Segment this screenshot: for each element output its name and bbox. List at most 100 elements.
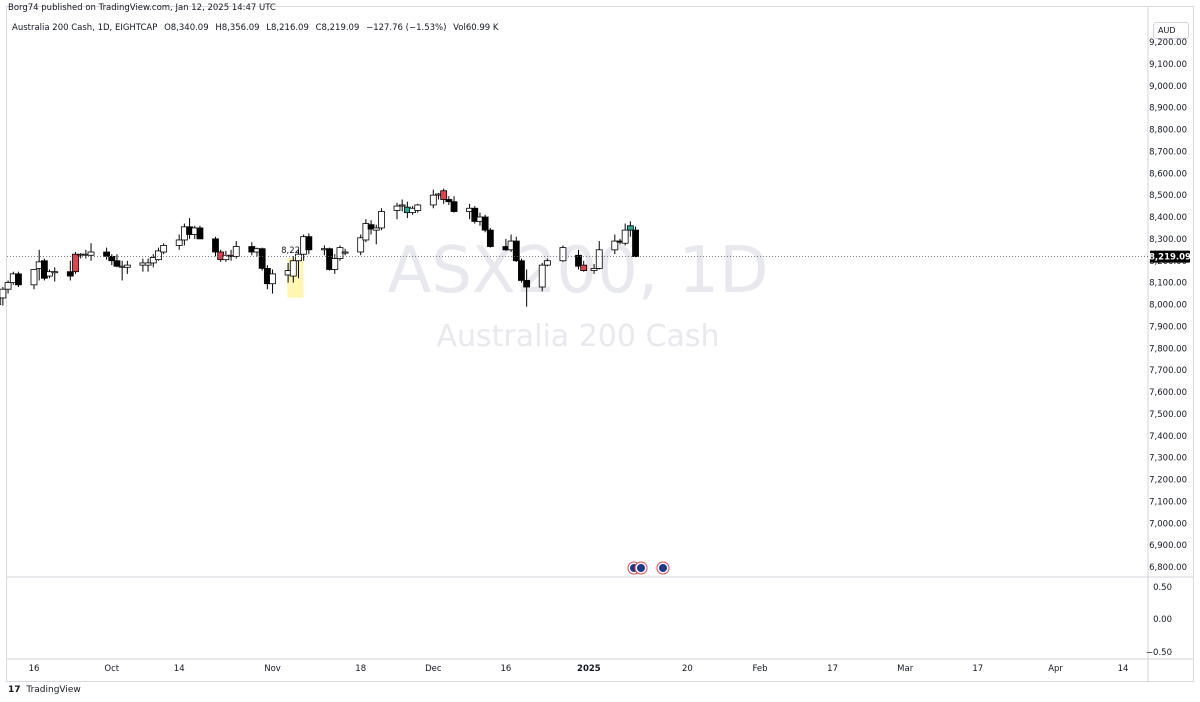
candle-body — [40, 260, 48, 279]
date-tick-label: 2025 — [577, 664, 601, 674]
candle-body — [518, 260, 525, 281]
candle-body — [626, 225, 634, 231]
candle-body — [429, 194, 437, 206]
candle — [66, 260, 74, 281]
symbol-legend: Australia 200 Cash, 1D, EIGHTCAP O8,340.… — [12, 23, 502, 33]
legend-volume: Vol60.99 K — [453, 23, 499, 33]
indicator-tick-label: −0.50 — [1146, 648, 1172, 658]
candle-body — [575, 254, 582, 267]
date-tick-label: Dec — [425, 664, 442, 674]
candle — [113, 254, 121, 268]
candle-body — [523, 280, 531, 288]
pane-lines — [7, 7, 1193, 682]
candle-body — [196, 227, 204, 240]
candle — [362, 219, 370, 243]
candle-body — [222, 254, 230, 261]
tradingview-footer[interactable]: 17 TradingView — [8, 685, 81, 695]
candle-body — [269, 273, 276, 285]
candle-body — [149, 257, 157, 264]
candle-body — [0, 288, 7, 299]
legend-close: C8,219.09 — [315, 23, 360, 33]
annotation-label: 8,221 — [281, 246, 305, 256]
candle-body — [15, 273, 22, 286]
candle-body — [378, 211, 385, 229]
candle — [523, 269, 531, 307]
candle — [626, 221, 634, 237]
economic-events[interactable] — [627, 561, 670, 575]
candle — [160, 243, 168, 255]
candle — [445, 196, 453, 205]
candle-body — [486, 229, 494, 247]
event-flag-dot — [659, 564, 667, 572]
legend-low: L8,216.09 — [266, 23, 309, 33]
candle — [269, 269, 276, 294]
price-tick-label: 8,300.00 — [1149, 235, 1187, 245]
candle-body — [72, 253, 79, 273]
candle — [212, 236, 219, 257]
last-price-line: 8,219.09 — [7, 250, 1191, 263]
candle — [367, 220, 375, 235]
time-axis[interactable]: 16 Oct 14 Nov 18 Dec 16 2025 20 Feb 17 Mar 17 Apr 14 — [29, 664, 1129, 674]
indicator-tick-label: 0.00 — [1153, 615, 1172, 625]
candle — [149, 254, 157, 268]
watermark-ticker: ASX200, 1D — [387, 234, 768, 308]
legend-open: O8,340.09 — [164, 23, 209, 33]
candle-body — [46, 271, 53, 277]
candle-body — [341, 251, 349, 254]
price-tick-label: 7,300.00 — [1149, 454, 1187, 464]
candle-body — [66, 271, 74, 277]
candle — [393, 202, 401, 220]
candle — [471, 206, 479, 224]
candle — [232, 241, 240, 259]
candle — [87, 243, 95, 261]
date-tick-label: 18 — [355, 664, 366, 674]
price-axis[interactable]: 9,200.00 9,100.00 9,000.00 8,900.00 8,800.00… — [1149, 38, 1187, 573]
candle-body — [393, 205, 401, 211]
candle — [175, 234, 183, 250]
candle — [305, 233, 313, 255]
event-flag-icon[interactable] — [634, 561, 648, 575]
tradingview-logo-icon: 17 — [8, 685, 21, 695]
candle-body — [543, 260, 551, 266]
candle — [632, 226, 639, 258]
price-tick-label: 7,800.00 — [1149, 344, 1187, 354]
candle — [108, 254, 116, 266]
candle — [15, 271, 22, 287]
price-tick-label: 7,900.00 — [1149, 322, 1187, 332]
candle — [486, 227, 494, 248]
candle — [378, 208, 385, 231]
chart-frame — [6, 6, 1194, 682]
candle-body — [175, 239, 183, 246]
candle — [357, 234, 365, 256]
date-tick-label: 17 — [827, 664, 838, 674]
candle-body — [538, 264, 546, 288]
legend-symbol[interactable]: Australia 200 Cash, 1D, EIGHTCAP — [12, 23, 158, 33]
candle — [398, 199, 406, 212]
candle-body — [611, 240, 619, 251]
event-flag-icon[interactable] — [656, 561, 670, 575]
price-tick-label: 9,200.00 — [1149, 38, 1187, 48]
candle — [30, 269, 38, 290]
candle-body — [4, 282, 12, 290]
candle-body — [144, 262, 152, 266]
candle — [341, 248, 349, 256]
date-tick-label: 14 — [1118, 664, 1129, 674]
candle-body — [123, 264, 131, 268]
watermark-name: Australia 200 Cash — [436, 319, 719, 354]
candle — [372, 224, 380, 245]
date-tick-label: 16 — [500, 664, 511, 674]
candle — [4, 280, 12, 294]
candle — [144, 258, 152, 272]
candle-body — [362, 223, 370, 241]
candle — [543, 258, 551, 267]
price-tick-label: 7,700.00 — [1149, 366, 1187, 376]
last-price-label: 8,219.09 — [1149, 253, 1191, 263]
date-tick-label: Nov — [264, 664, 281, 674]
candle-body — [445, 199, 453, 203]
candle-body — [559, 247, 567, 262]
candle — [580, 260, 588, 272]
currency-button[interactable]: AUD — [1153, 22, 1189, 39]
price-tick-label: 8,500.00 — [1149, 191, 1187, 201]
candle — [289, 256, 297, 283]
